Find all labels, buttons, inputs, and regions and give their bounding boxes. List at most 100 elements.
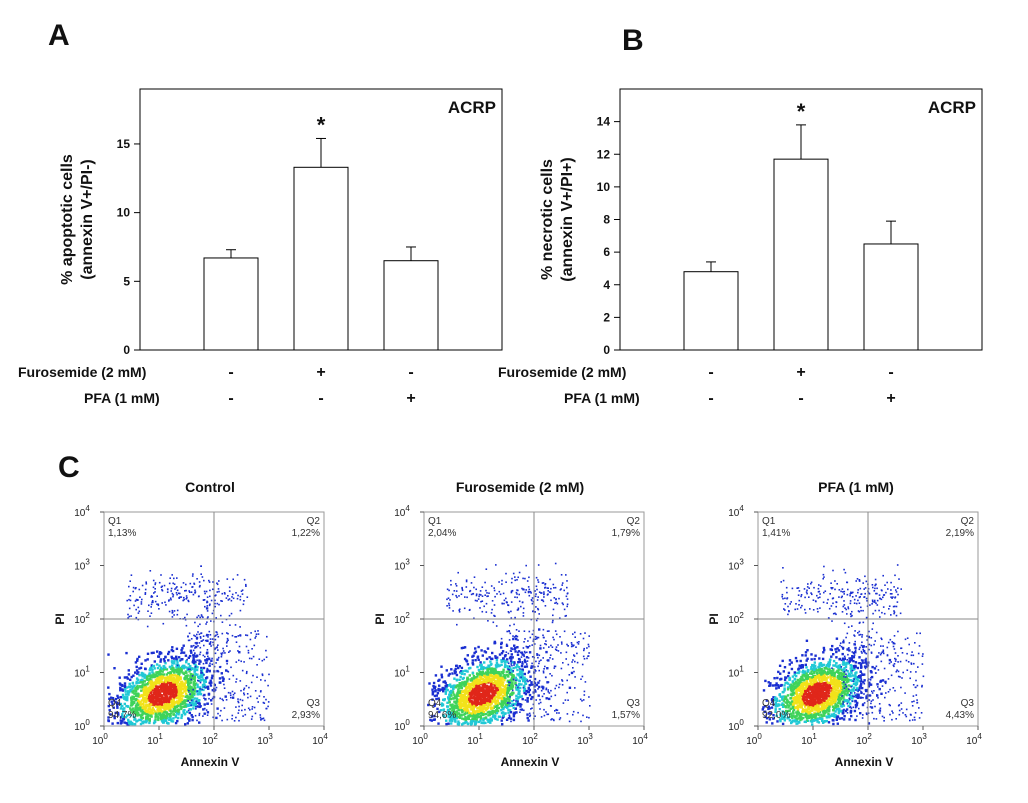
event-dot — [527, 680, 529, 683]
event-dot — [251, 648, 253, 650]
event-dot — [163, 709, 166, 712]
event-dot — [517, 576, 519, 579]
event-dot — [512, 635, 514, 637]
event-dot — [168, 690, 171, 693]
event-dot — [144, 659, 147, 662]
event-dot — [237, 650, 239, 652]
event-dot — [139, 679, 142, 682]
event-dot — [267, 705, 269, 708]
event-dot — [477, 710, 480, 713]
event-dot — [806, 710, 809, 713]
event-dot — [767, 707, 770, 711]
event-dot — [515, 697, 518, 700]
event-dot — [444, 681, 447, 685]
event-dot — [493, 677, 496, 680]
event-dot — [169, 672, 172, 676]
event-dot — [216, 591, 219, 593]
event-dot — [186, 668, 189, 672]
event-dot — [173, 577, 175, 580]
event-dot — [227, 595, 229, 597]
event-dot — [184, 679, 187, 682]
event-dot — [129, 722, 132, 726]
event-dot — [459, 608, 461, 611]
event-dot — [169, 690, 173, 694]
event-dot — [542, 671, 545, 674]
event-dot — [832, 659, 836, 663]
event-dot — [771, 700, 774, 703]
event-dot — [500, 637, 503, 640]
event-dot — [243, 600, 245, 602]
event-dot — [508, 685, 512, 688]
event-dot — [470, 696, 473, 699]
event-dot — [474, 650, 478, 653]
event-dot — [554, 710, 556, 712]
event-dot — [138, 674, 141, 677]
event-dot — [588, 635, 590, 637]
event-dot — [490, 662, 493, 666]
event-dot — [141, 709, 144, 712]
event-dot — [176, 577, 178, 579]
event-dot — [149, 615, 151, 617]
event-dot — [433, 703, 437, 706]
event-dot — [539, 644, 542, 647]
event-dot — [178, 592, 180, 595]
event-dot — [526, 660, 529, 662]
event-dot — [465, 708, 468, 712]
event-dot — [194, 661, 197, 664]
event-dot — [141, 681, 145, 684]
event-dot — [212, 581, 214, 583]
event-dot — [566, 643, 568, 646]
event-dot — [573, 655, 576, 657]
event-dot — [519, 695, 522, 698]
event-dot — [511, 689, 514, 692]
event-dot — [531, 656, 534, 658]
event-dot — [198, 595, 200, 597]
event-dot — [479, 661, 482, 664]
event-dot — [464, 684, 467, 687]
event-dot — [538, 654, 541, 657]
event-dot — [164, 677, 167, 681]
event-dot — [187, 696, 191, 699]
event-dot — [490, 585, 493, 587]
event-dot — [455, 715, 459, 718]
event-dot — [518, 630, 520, 632]
event-dot — [182, 711, 185, 715]
event-dot — [559, 617, 561, 619]
event-dot — [206, 639, 209, 642]
event-dot — [562, 662, 564, 664]
event-dot — [225, 597, 228, 599]
event-dot — [157, 690, 160, 693]
event-dot — [197, 631, 199, 633]
event-dot — [190, 591, 193, 593]
event-dot — [144, 698, 147, 701]
event-dot — [831, 644, 834, 648]
event-dot — [141, 703, 145, 706]
event-dot — [473, 699, 477, 703]
event-dot — [152, 586, 155, 589]
event-dot — [535, 699, 537, 701]
event-dot — [485, 689, 489, 692]
event-dot — [583, 690, 586, 693]
event-dot — [228, 678, 231, 680]
event-dot — [844, 665, 848, 669]
event-dot — [484, 699, 487, 703]
event-dot — [457, 705, 460, 709]
y-tick-base: 10 — [74, 562, 86, 573]
event-dot — [250, 681, 253, 684]
event-dot — [561, 584, 563, 586]
event-dot — [466, 711, 470, 715]
event-dot — [482, 687, 485, 690]
event-dot — [180, 667, 183, 671]
event-dot — [460, 704, 464, 707]
event-dot — [183, 596, 185, 599]
event-dot — [211, 689, 214, 692]
event-dot — [498, 696, 501, 700]
event-dot — [128, 682, 131, 686]
event-dot — [262, 701, 265, 704]
event-dot — [191, 701, 194, 704]
event-dot — [517, 589, 519, 592]
event-dot — [498, 653, 502, 656]
event-dot — [783, 687, 786, 690]
event-dot — [567, 663, 570, 666]
event-dot — [468, 711, 471, 714]
